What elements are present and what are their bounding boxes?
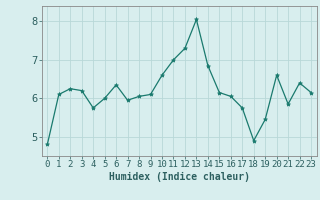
X-axis label: Humidex (Indice chaleur): Humidex (Indice chaleur) xyxy=(109,172,250,182)
